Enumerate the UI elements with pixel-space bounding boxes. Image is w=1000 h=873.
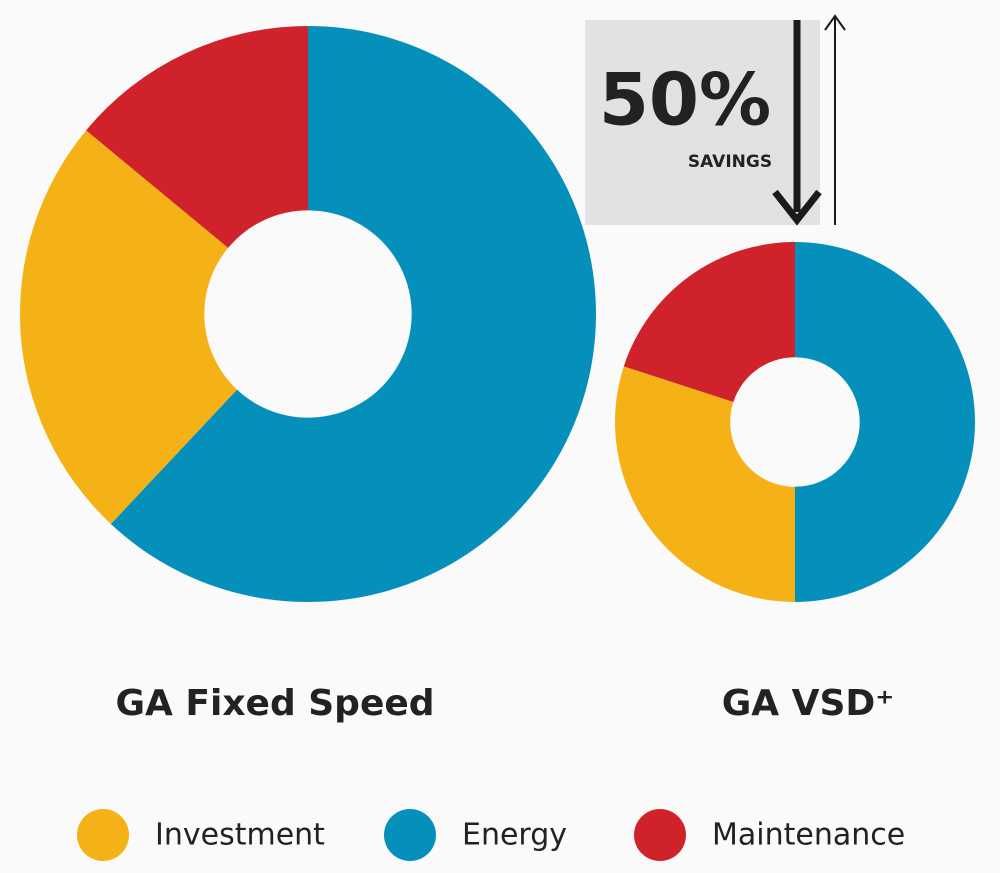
legend-swatch: [384, 809, 436, 861]
legend-label: Investment: [155, 818, 325, 853]
legend-swatch: [77, 809, 129, 861]
savings-box: [585, 20, 820, 225]
pie-slice: [110, 26, 596, 602]
pie-slice: [795, 242, 975, 602]
legend-swatch: [634, 809, 686, 861]
up-arrow-head: [824, 14, 846, 31]
chart-title: GA VSD⁺: [722, 683, 895, 724]
pie-slice: [623, 242, 795, 402]
legend-label: Energy: [462, 818, 567, 853]
chart-title: GA Fixed Speed: [115, 683, 434, 724]
savings-value: 50%: [599, 58, 771, 142]
savings-label: SAVINGS: [688, 152, 772, 172]
pie-slice: [86, 26, 308, 248]
pie-slice: [615, 366, 795, 602]
pie-slice: [19, 130, 238, 524]
down-arrow-head: [772, 189, 822, 226]
legend-label: Maintenance: [712, 818, 905, 853]
